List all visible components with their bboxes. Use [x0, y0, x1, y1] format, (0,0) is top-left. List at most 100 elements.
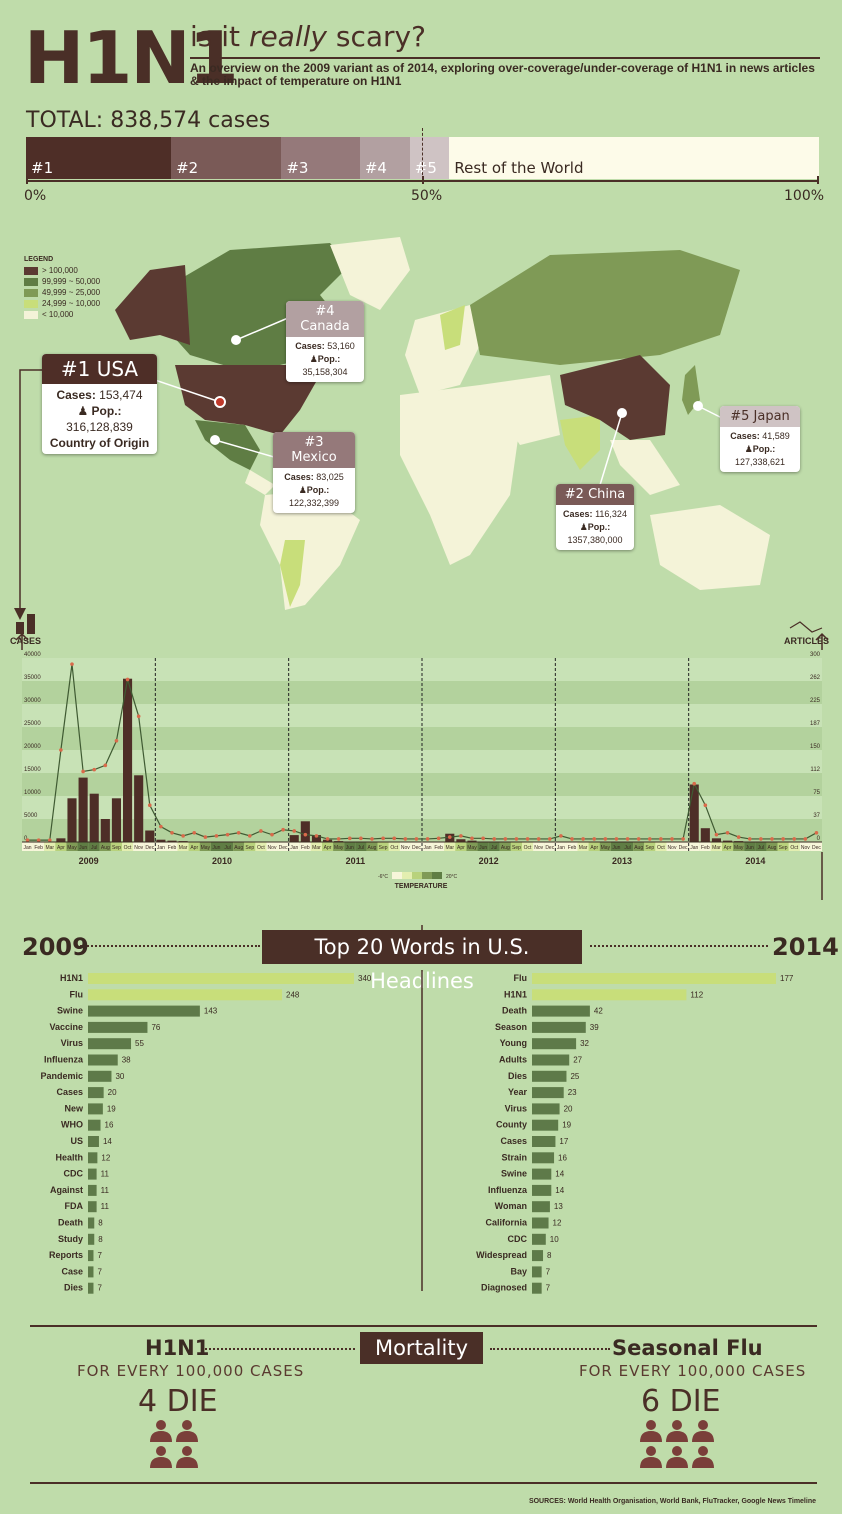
person-icon [698, 1446, 708, 1456]
temperature-cell [110, 842, 122, 851]
pop-label: Pop.: [317, 354, 341, 364]
chart-band [22, 796, 822, 819]
cases-bar [156, 839, 166, 842]
word-bar [532, 989, 687, 1001]
legend-swatch [24, 310, 38, 319]
word-value: 340 [358, 974, 372, 983]
word-label: Death [502, 1006, 527, 1016]
word-value: 11 [101, 1186, 110, 1195]
temperature-cell [444, 842, 456, 851]
country-card-usa[interactable]: #1 USA Cases: 153,474 ♟ Pop.: 316,128,83… [42, 354, 157, 454]
map-usa [175, 365, 320, 435]
y-tick-label: 30000 [24, 698, 41, 704]
word-bar [532, 1250, 544, 1262]
articles-line-icon [789, 621, 823, 633]
articles-point [603, 837, 608, 841]
temperature-cell [788, 842, 800, 851]
temperature-cell [133, 842, 145, 851]
word-label: Widespread [476, 1250, 527, 1260]
temperature-cell [810, 842, 822, 851]
word-value: 16 [105, 1121, 114, 1130]
month-label: Oct [390, 845, 398, 851]
map-greenland [330, 237, 410, 310]
word-label: Reports [49, 1250, 83, 1260]
articles-point [203, 835, 208, 839]
temperature-legend-cell [432, 872, 442, 879]
articles-point [670, 837, 674, 841]
temperature-cell [44, 842, 56, 851]
pop-value: 35,158,304 [302, 367, 348, 377]
word-bar [532, 1184, 552, 1196]
cases-bar [67, 798, 77, 842]
country-card-canada[interactable]: #4 Canada Cases: 53,160 ♟Pop.: 35,158,30… [286, 301, 364, 382]
word-value: 12 [553, 1219, 562, 1228]
word-label: Virus [505, 1103, 527, 1113]
articles-point [392, 836, 397, 841]
month-label: Apr [590, 845, 598, 851]
articles-point [570, 837, 574, 841]
word-value: 14 [103, 1137, 112, 1146]
chart-band [22, 681, 822, 704]
word-bar [532, 1168, 552, 1180]
legend-label: < 10,000 [42, 310, 74, 319]
month-label: Dec [545, 845, 554, 851]
articles-point [214, 834, 219, 838]
word-label: County [496, 1120, 527, 1130]
word-label: H1N1 [60, 973, 83, 983]
month-label: Nov [268, 845, 277, 851]
y2-tick-label: 37 [813, 813, 820, 819]
month-label: May [67, 845, 77, 851]
person-icon [640, 1457, 662, 1468]
month-label: Apr [724, 845, 732, 851]
month-label: Mar [45, 845, 54, 851]
word-value: 7 [546, 1284, 551, 1293]
month-label: Jun [212, 845, 220, 851]
share-segment-label: #1 [31, 159, 54, 177]
temperature-cell [288, 842, 300, 851]
country-card-china[interactable]: #2 China Cases: 116,324 ♟Pop.: 1357,380,… [556, 484, 634, 550]
month-label: Aug [101, 845, 110, 851]
y2-tick-label: 300 [810, 652, 821, 658]
articles-point [647, 837, 652, 841]
temperature-cell [210, 842, 222, 851]
articles-point [236, 831, 241, 835]
temperature-legend-cell [412, 872, 422, 879]
country-card-mexico[interactable]: #3 Mexico Cases: 83,025 ♟Pop.: 122,332,3… [273, 432, 355, 513]
month-label: Feb [701, 845, 710, 851]
pop-value: 316,128,839 [66, 420, 133, 434]
month-label: Sep [779, 845, 788, 851]
temperature-cell [799, 842, 811, 851]
person-icon [150, 1457, 172, 1468]
month-label: Jul [91, 845, 97, 851]
articles-point [759, 837, 763, 841]
month-label: May [467, 845, 477, 851]
year-label: 2009 [79, 856, 99, 866]
word-value: 19 [562, 1121, 571, 1130]
articles-point [247, 834, 252, 838]
word-value: 143 [204, 1007, 218, 1016]
cases-bar-icon [16, 622, 24, 634]
country-rank: #4 Canada [286, 301, 364, 337]
mortality-dotted-left [205, 1348, 355, 1350]
mortality-right-head: Seasonal Flu [612, 1336, 763, 1360]
country-card-japan[interactable]: #5 Japan Cases: 41,589 ♟Pop.: 127,338,62… [720, 406, 800, 472]
temperature-cell [610, 842, 622, 851]
word-bar [532, 1217, 549, 1229]
temperature-cell [233, 842, 245, 851]
articles-point [36, 838, 41, 842]
word-bar [532, 1103, 560, 1115]
pop-value: 1357,380,000 [567, 535, 623, 545]
cases-articles-chart: CASES ARTICLES 0 5000 10000 15000 20000 25000 30… [10, 614, 829, 900]
word-value: 14 [555, 1170, 564, 1179]
articles-point [136, 714, 141, 719]
legend-title: LEGEND [24, 256, 54, 263]
month-label: Sep [379, 845, 388, 851]
temperature-cell [22, 842, 34, 851]
temperature-cell [177, 842, 189, 851]
articles-point [114, 739, 119, 743]
articles-point [281, 827, 285, 832]
temperature-cell [577, 842, 589, 851]
temperature-cell [277, 842, 289, 851]
temperature-cell [422, 842, 434, 851]
month-label: Apr [457, 845, 465, 851]
